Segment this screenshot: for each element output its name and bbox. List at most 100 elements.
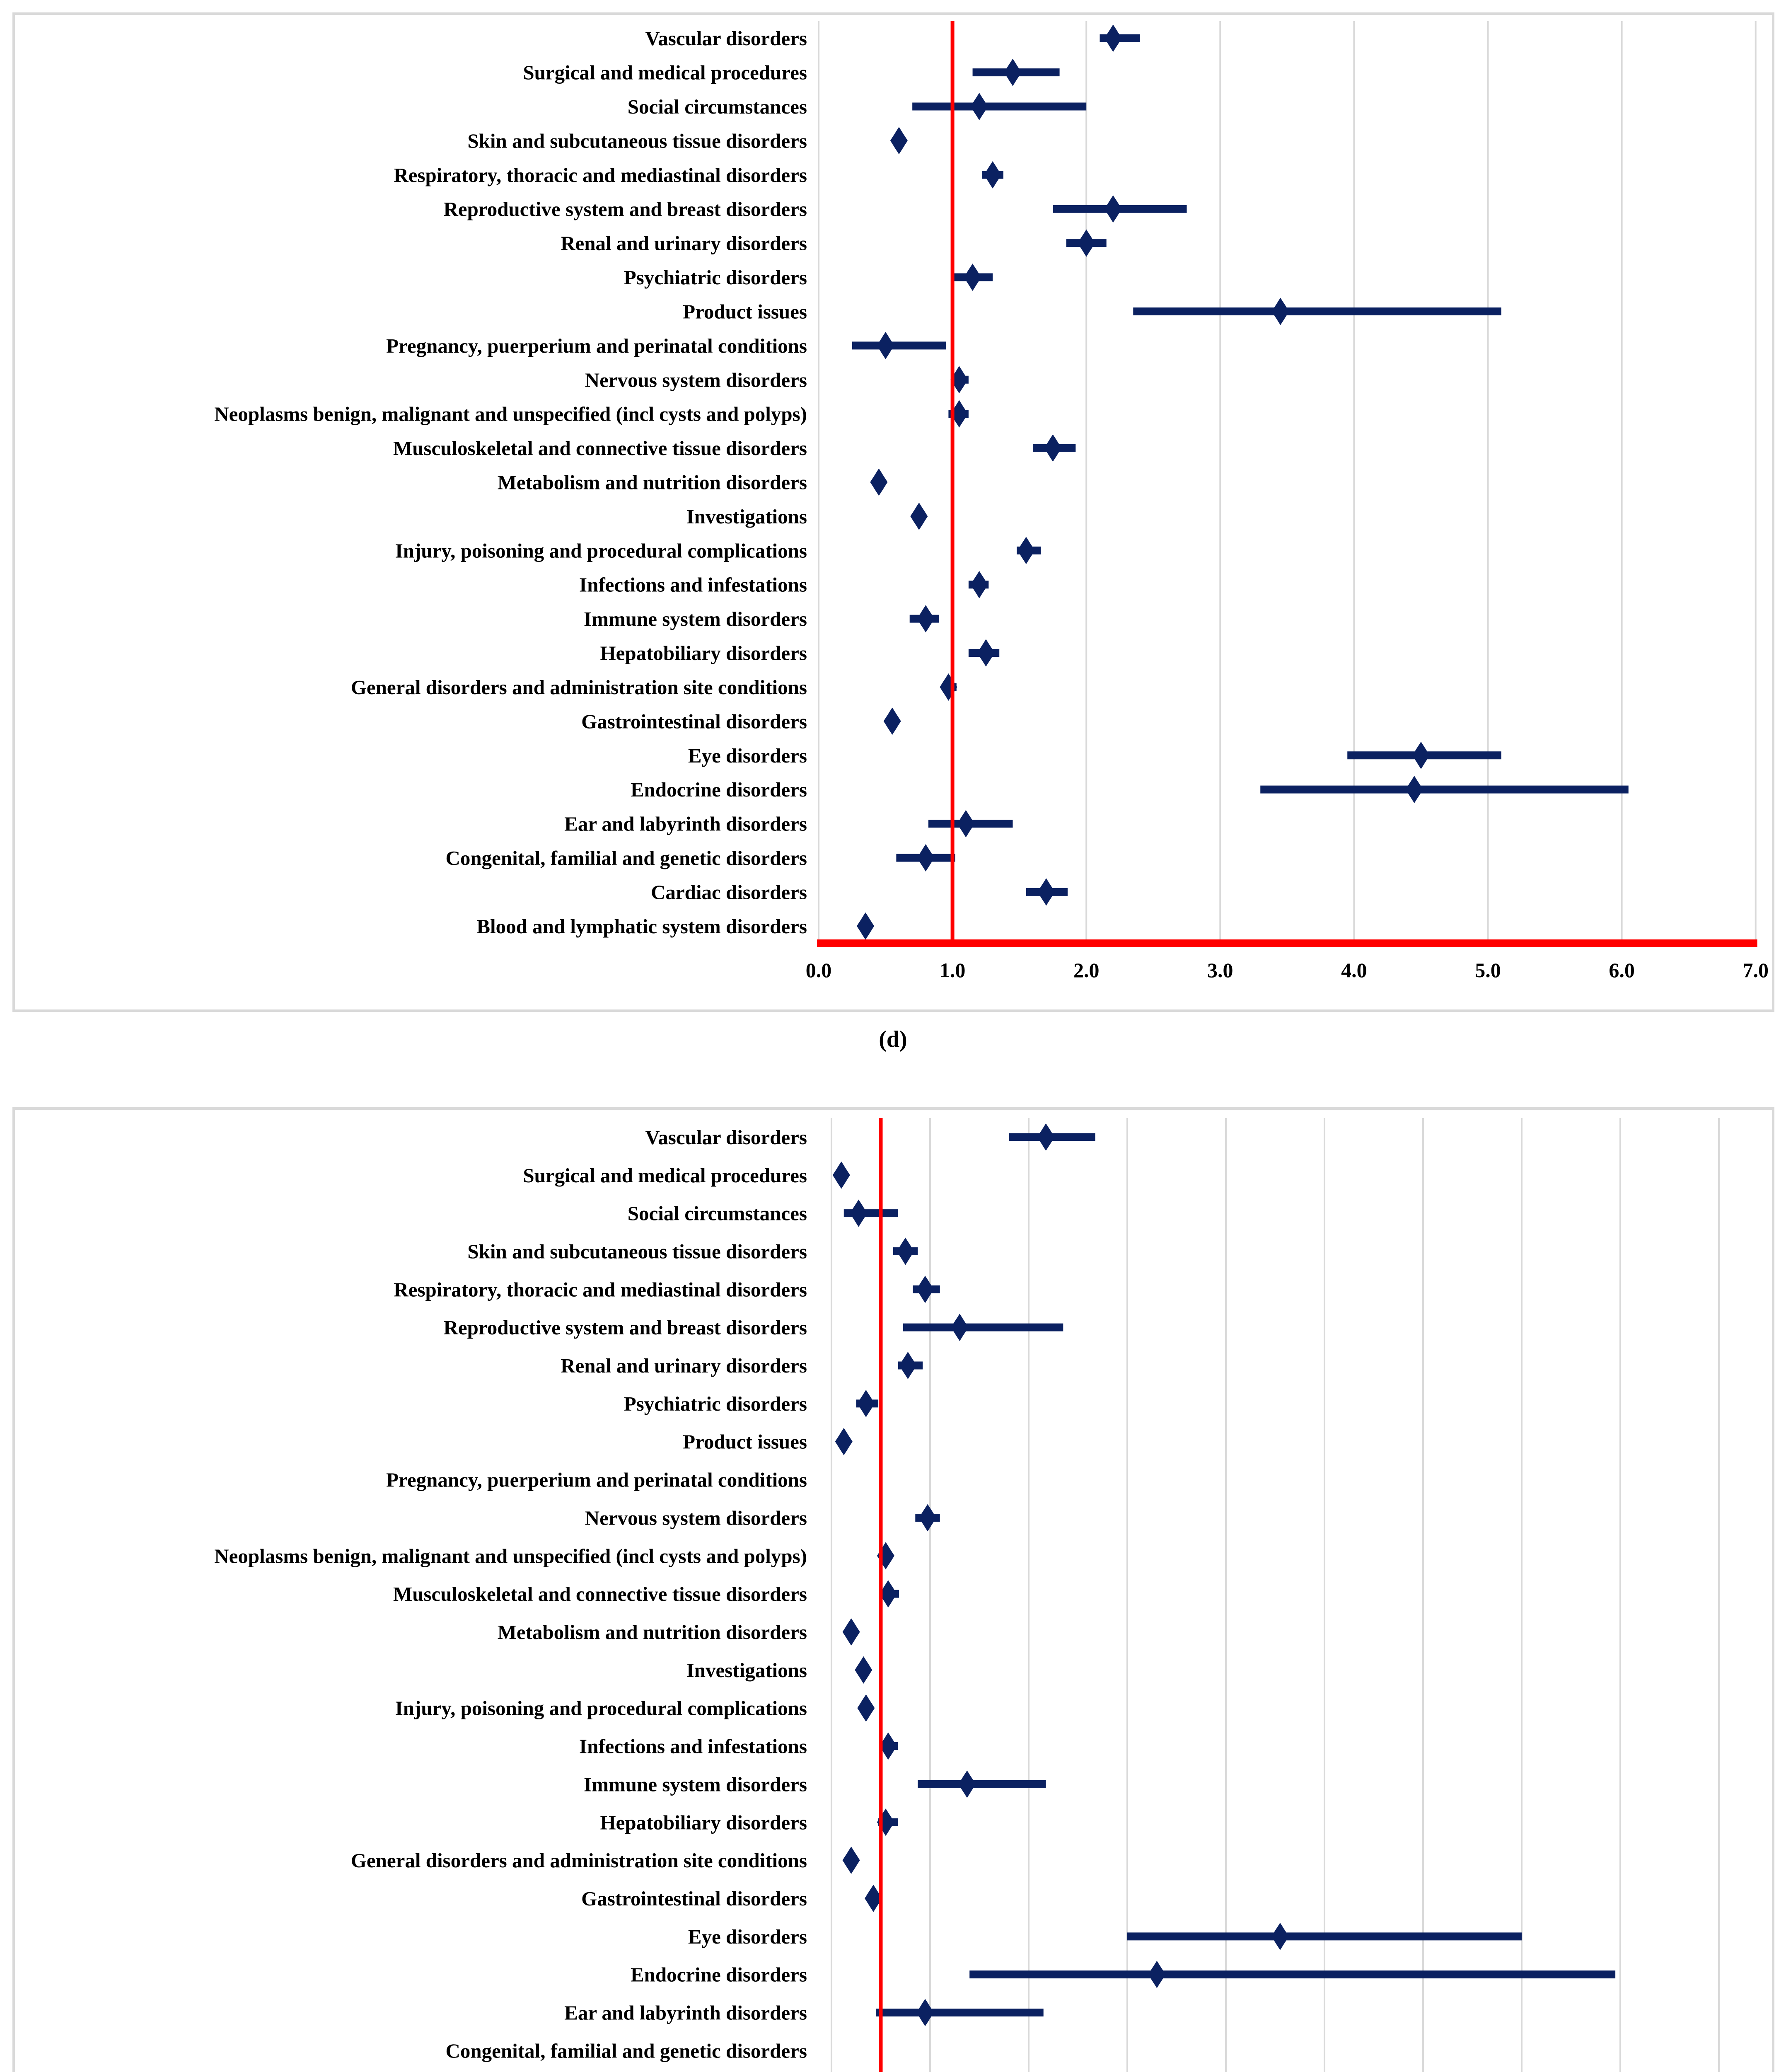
category-label: Congenital, familial and genetic disorde…: [446, 2039, 807, 2062]
x-tick-label: 1.0: [940, 959, 966, 982]
category-label: Renal and urinary disorders: [561, 1354, 807, 1377]
category-label: Nervous system disorders: [585, 368, 807, 391]
x-tick-label: 7.0: [1742, 959, 1769, 982]
x-tick-label: 5.0: [1475, 959, 1501, 982]
point-marker: [950, 400, 968, 428]
point-marker: [970, 571, 988, 598]
point-marker: [842, 1618, 860, 1646]
point-marker: [917, 844, 935, 871]
point-marker: [950, 366, 968, 394]
point-marker: [951, 1314, 969, 1341]
point-marker: [1271, 1922, 1289, 1950]
category-label: Gastrointestinal disorders: [581, 710, 807, 733]
point-marker: [916, 1276, 934, 1303]
point-marker: [865, 1884, 882, 1912]
point-marker: [1104, 24, 1122, 52]
category-label: Skin and subcutaneous tissue disorders: [467, 1240, 807, 1263]
point-marker: [883, 707, 901, 735]
point-marker: [879, 1580, 897, 1608]
point-marker: [1104, 195, 1122, 223]
category-label: Social circumstances: [628, 1202, 807, 1225]
category-label: Congenital, familial and genetic disorde…: [446, 847, 807, 869]
category-label: Metabolism and nutrition disorders: [498, 471, 807, 494]
point-marker: [1004, 58, 1022, 86]
x-tick-label: 4.0: [1341, 959, 1367, 982]
point-marker: [1037, 1123, 1055, 1151]
category-label: Injury, poisoning and procedural complic…: [395, 1697, 807, 1720]
forest-chart-d: Vascular disorders Surgical and medical p…: [214, 21, 1769, 982]
category-label: Nervous system disorders: [585, 1506, 807, 1529]
category-label: Social circumstances: [628, 95, 807, 118]
category-label: Neoplasms benign, malignant and unspecif…: [214, 1544, 807, 1567]
point-marker: [958, 1770, 976, 1798]
category-label: Vascular disorders: [645, 1126, 807, 1149]
category-label: Injury, poisoning and procedural complic…: [395, 539, 807, 562]
category-label: Endocrine disorders: [631, 1963, 807, 1986]
category-label: Endocrine disorders: [631, 778, 807, 801]
category-label: Product issues: [683, 1431, 807, 1453]
category-label: Renal and urinary disorders: [561, 232, 807, 255]
category-label: Product issues: [683, 300, 807, 323]
point-marker: [957, 810, 975, 838]
point-marker: [899, 1352, 917, 1380]
point-marker: [842, 1847, 860, 1874]
point-marker: [1271, 298, 1289, 325]
category-label: Ear and labyrinth disorders: [564, 813, 807, 835]
category-label: Immune system disorders: [584, 1773, 807, 1796]
point-marker: [857, 1694, 875, 1722]
category-label: Eye disorders: [688, 1925, 807, 1948]
x-tick-label: 0.0: [806, 959, 832, 982]
x-tick-label: 6.0: [1609, 959, 1635, 982]
point-marker: [832, 1161, 850, 1189]
category-label: Blood and lymphatic system disorders: [476, 915, 807, 938]
point-marker: [1078, 229, 1095, 257]
category-label: General disorders and administration sit…: [351, 676, 807, 699]
category-label: Gastrointestinal disorders: [581, 1887, 807, 1910]
category-label: Metabolism and nutrition disorders: [498, 1621, 807, 1644]
caption-d: (d): [879, 1026, 907, 1052]
point-marker: [879, 1732, 897, 1760]
point-marker: [910, 502, 928, 530]
category-label: Investigations: [686, 1659, 807, 1682]
point-marker: [919, 1504, 937, 1532]
category-label: Psychiatric disorders: [624, 266, 807, 289]
x-tick-label: 3.0: [1207, 959, 1233, 982]
category-label: Hepatobiliary disorders: [600, 1811, 807, 1834]
point-marker: [835, 1428, 853, 1455]
category-label: Hepatobiliary disorders: [600, 642, 807, 665]
x-tick-label: 2.0: [1073, 959, 1100, 982]
category-label: Immune system disorders: [584, 608, 807, 630]
point-marker: [857, 912, 875, 940]
category-label: Pregnancy, puerperium and perinatal cond…: [386, 1469, 807, 1491]
point-marker: [1044, 434, 1062, 462]
point-marker: [940, 673, 957, 701]
category-label: Psychiatric disorders: [624, 1392, 807, 1415]
panel-d: Vascular disorders Surgical and medical p…: [12, 12, 1774, 1012]
category-label: Respiratory, thoracic and mediastinal di…: [394, 1278, 807, 1301]
panel-e: Vascular disorders Surgical and medical p…: [12, 1107, 1774, 2072]
category-label: Respiratory, thoracic and mediastinal di…: [394, 164, 807, 186]
point-marker: [970, 93, 988, 121]
point-marker: [1148, 1961, 1166, 1988]
point-marker: [877, 332, 894, 359]
category-label: Reproductive system and breast disorders: [444, 1316, 807, 1339]
forest-chart-e: Vascular disorders Surgical and medical p…: [214, 1118, 1720, 2072]
point-marker: [1037, 878, 1055, 906]
point-marker: [917, 605, 935, 633]
point-marker: [1412, 741, 1430, 769]
point-marker: [964, 264, 981, 291]
category-label: Infections and infestations: [579, 1735, 807, 1758]
category-label: Pregnancy, puerperium and perinatal cond…: [386, 334, 807, 357]
category-label: Surgical and medical procedures: [523, 61, 807, 84]
point-marker: [857, 1389, 875, 1417]
point-marker: [890, 127, 908, 155]
category-label: Neoplasms benign, malignant and unspecif…: [214, 403, 807, 426]
category-label: Ear and labyrinth disorders: [564, 2002, 807, 2024]
point-marker: [916, 1999, 934, 2026]
point-marker: [897, 1237, 914, 1265]
point-marker: [984, 161, 1002, 189]
point-marker: [977, 639, 995, 667]
category-label: Cardiac disorders: [651, 881, 807, 903]
category-label: Reproductive system and breast disorders: [444, 198, 807, 220]
